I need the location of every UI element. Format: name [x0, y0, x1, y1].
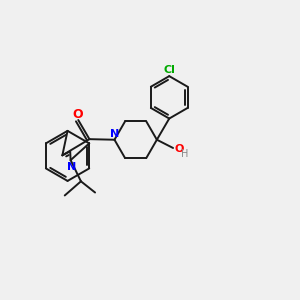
Text: N: N	[110, 129, 120, 139]
Text: O: O	[72, 108, 83, 121]
Text: N: N	[68, 162, 77, 172]
Text: O: O	[175, 144, 184, 154]
Text: Cl: Cl	[163, 65, 175, 75]
Text: H: H	[181, 149, 188, 159]
